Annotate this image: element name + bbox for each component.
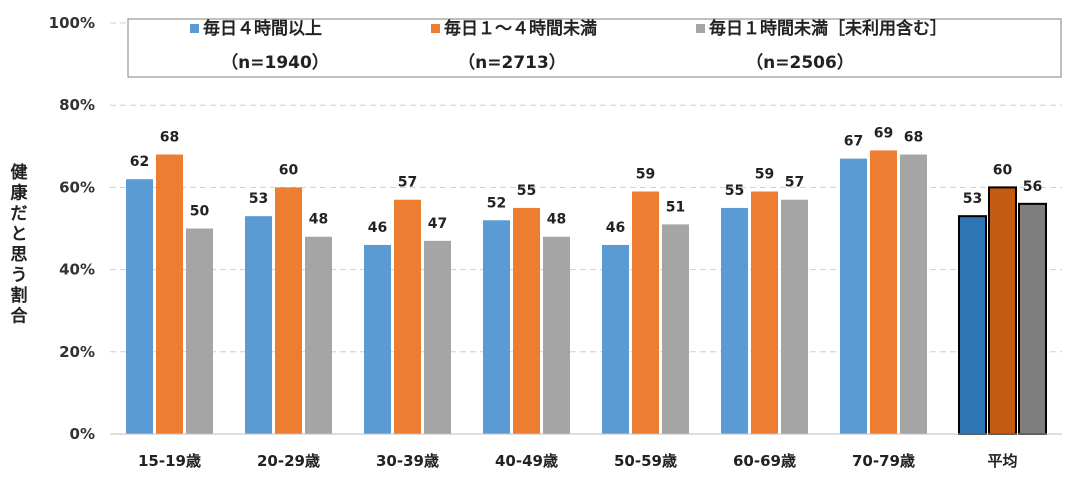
data-label: 50 xyxy=(190,204,210,220)
data-label: 57 xyxy=(398,175,417,191)
y-tick-label: 40% xyxy=(59,261,95,279)
x-axis-categories: 15-19歳 20-29歳 30-39歳 40-49歳 50-59歳 60-69歳 70-7… xyxy=(138,452,1018,470)
data-label: 60 xyxy=(279,162,299,178)
bar xyxy=(870,150,897,434)
x-category-label: 70-79歳 xyxy=(852,452,915,470)
bar xyxy=(1018,202,1047,435)
bar xyxy=(632,191,659,434)
bar xyxy=(245,216,272,434)
bar xyxy=(126,179,153,434)
x-category-label: 60-69歳 xyxy=(733,452,796,470)
legend-swatch xyxy=(431,24,440,33)
data-label: 67 xyxy=(844,134,863,150)
x-category-label: 40-49歳 xyxy=(495,452,558,470)
bar xyxy=(543,236,570,434)
bar xyxy=(364,244,391,434)
data-label: 52 xyxy=(487,195,506,211)
y-axis-title: 健康だと思う割合 xyxy=(11,162,29,327)
data-label: 46 xyxy=(368,220,387,236)
x-category-label: 平均 xyxy=(987,452,1017,470)
bar xyxy=(781,199,808,434)
data-label: 51 xyxy=(666,199,685,215)
data-label: 69 xyxy=(874,125,893,141)
data-label: 55 xyxy=(725,183,744,199)
bars xyxy=(126,150,1047,435)
x-category-label: 15-19歳 xyxy=(138,452,201,470)
legend: 毎日４時間以上 （n=1940） 毎日１～４時間未満 （n=2713） 毎日１時間未満［… xyxy=(127,18,1062,78)
legend-n-label: （n=2713） xyxy=(458,52,566,73)
bar xyxy=(424,240,451,434)
y-tick-label: 60% xyxy=(59,178,95,196)
bar xyxy=(186,228,213,434)
y-axis-label: 健康だと思う割合 xyxy=(11,162,29,327)
legend-label: 毎日１～４時間未満 xyxy=(444,18,597,39)
y-tick-label: 20% xyxy=(59,343,95,361)
bar xyxy=(988,186,1017,435)
legend-n-label: （n=1940） xyxy=(221,52,329,73)
data-label: 53 xyxy=(963,191,982,207)
data-label: 47 xyxy=(428,216,447,232)
bar xyxy=(751,191,778,434)
bar xyxy=(958,215,987,435)
data-label: 68 xyxy=(160,130,179,146)
data-label: 55 xyxy=(517,183,536,199)
data-label: 60 xyxy=(993,162,1013,178)
y-axis-ticks: 0% 20% 40% 60% 80% 100% xyxy=(49,14,95,443)
data-labels: 62 68 50 53 60 48 46 57 47 52 55 48 46 59 51 55 59 57 67 69… xyxy=(130,125,1042,236)
data-label: 48 xyxy=(309,212,328,228)
y-tick-label: 0% xyxy=(70,425,95,443)
bar xyxy=(662,224,689,434)
data-label: 59 xyxy=(636,167,655,183)
bar xyxy=(721,207,748,434)
data-label: 57 xyxy=(785,175,804,191)
x-category-label: 50-59歳 xyxy=(614,452,677,470)
data-label: 46 xyxy=(606,220,625,236)
y-tick-label: 80% xyxy=(59,96,95,114)
bar xyxy=(513,207,540,434)
data-label: 68 xyxy=(904,130,923,146)
data-label: 62 xyxy=(130,154,149,170)
bar xyxy=(483,220,510,434)
legend-label: 毎日１時間未満［未利用含む］ xyxy=(709,18,947,39)
bar xyxy=(602,244,629,434)
legend-label: 毎日４時間以上 xyxy=(203,18,322,39)
bar xyxy=(305,236,332,434)
legend-swatch xyxy=(190,24,199,33)
bar xyxy=(156,154,183,434)
data-label: 56 xyxy=(1023,179,1042,195)
bar xyxy=(275,187,302,434)
bar xyxy=(394,199,421,434)
legend-swatch xyxy=(696,24,705,33)
data-label: 53 xyxy=(249,191,268,207)
bar xyxy=(840,158,867,434)
legend-box xyxy=(127,18,1062,78)
legend-n-label: （n=2506） xyxy=(746,52,854,73)
y-tick-label: 100% xyxy=(49,14,95,32)
data-label: 59 xyxy=(755,167,774,183)
x-category-label: 30-39歳 xyxy=(376,452,439,470)
data-label: 48 xyxy=(547,212,566,228)
bar xyxy=(900,154,927,434)
x-category-label: 20-29歳 xyxy=(257,452,320,470)
